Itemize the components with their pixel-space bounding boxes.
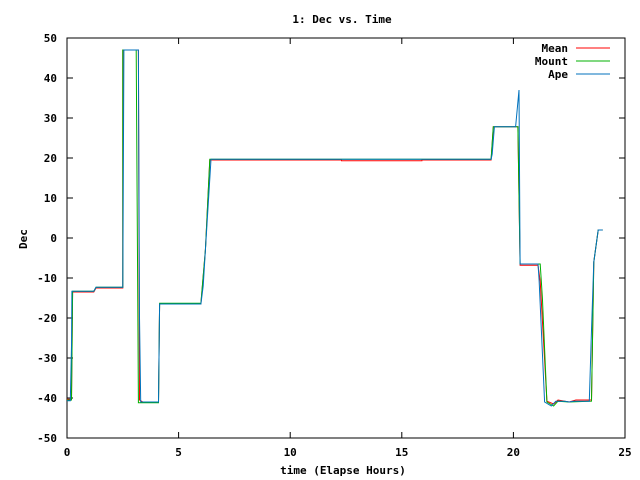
x-tick-label: 5 [175, 446, 182, 459]
x-tick-label: 20 [507, 446, 520, 459]
legend-label-mean: Mean [542, 42, 569, 55]
series-line-ape [67, 49, 603, 407]
axes: 0 5 10 15 20 25 -50 -40 -30 -20 -10 0 10 20 30 40 50 [37, 32, 632, 459]
plot-frame [66, 37, 626, 439]
y-tick-label: 30 [44, 112, 57, 125]
y-tick-label: -50 [37, 432, 57, 445]
y-tick-label: 50 [44, 32, 57, 45]
legend-label-ape: Ape [548, 68, 568, 81]
y-tick-label: 40 [44, 72, 57, 85]
series-line-mean [67, 49, 603, 405]
chart-title: 1: Dec vs. Time [292, 13, 392, 26]
x-axis-label: time (Elapse Hours) [280, 464, 406, 477]
x-tick-label: 15 [395, 446, 408, 459]
x-tick-label: 10 [284, 446, 297, 459]
x-tick-label: 25 [618, 446, 631, 459]
series-lines [67, 49, 603, 407]
y-tick-label: -20 [37, 312, 57, 325]
y-tick-label: -30 [37, 352, 57, 365]
legend-label-mount: Mount [535, 55, 568, 68]
y-tick-label: 20 [44, 152, 57, 165]
y-tick-label: -40 [37, 392, 57, 405]
y-tick-label: -10 [37, 272, 57, 285]
series-line-mount [67, 49, 603, 407]
y-tick-label: 0 [50, 232, 57, 245]
x-tick-label: 0 [64, 446, 71, 459]
y-tick-label: 10 [44, 192, 57, 205]
y-axis-label: Dec [17, 229, 30, 249]
